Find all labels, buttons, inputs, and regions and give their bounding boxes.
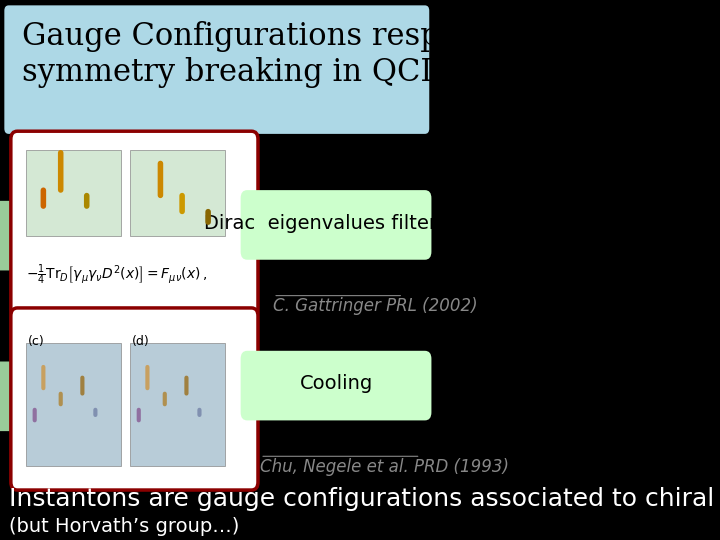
FancyBboxPatch shape xyxy=(26,150,122,235)
FancyBboxPatch shape xyxy=(240,190,431,260)
Text: Instantons are gauge configurations associated to chiral dynamics: Instantons are gauge configurations asso… xyxy=(9,488,720,511)
Text: (d): (d) xyxy=(132,335,150,348)
Text: Cooling: Cooling xyxy=(300,375,373,394)
Text: (c): (c) xyxy=(28,335,45,348)
FancyBboxPatch shape xyxy=(240,351,431,421)
FancyBboxPatch shape xyxy=(4,5,429,134)
Text: Gauge Configurations responsible for chiral
symmetry breaking in QCD: Gauge Configurations responsible for chi… xyxy=(22,22,703,88)
FancyBboxPatch shape xyxy=(130,343,225,466)
FancyBboxPatch shape xyxy=(26,343,122,466)
Text: $-\frac{1}{4}\mathrm{Tr}_D\left[\gamma_\mu\gamma_\nu D^2(x)\right] = F_{\mu\nu}(: $-\frac{1}{4}\mathrm{Tr}_D\left[\gamma_\… xyxy=(26,262,207,287)
FancyBboxPatch shape xyxy=(0,361,24,431)
Text: Dirac  eigenvalues filtering: Dirac eigenvalues filtering xyxy=(204,214,467,233)
FancyBboxPatch shape xyxy=(0,201,24,271)
Text: C. Gattringer PRL (2002): C. Gattringer PRL (2002) xyxy=(273,297,478,315)
FancyBboxPatch shape xyxy=(11,131,258,319)
FancyBboxPatch shape xyxy=(130,150,225,235)
Text: (but Horvath’s group…): (but Horvath’s group…) xyxy=(9,517,239,536)
Text: Chu, Negele et al. PRD (1993): Chu, Negele et al. PRD (1993) xyxy=(260,458,509,476)
FancyBboxPatch shape xyxy=(11,308,258,490)
